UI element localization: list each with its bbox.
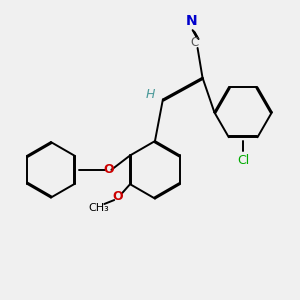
- Text: H: H: [145, 88, 155, 101]
- Text: C: C: [190, 35, 199, 49]
- Text: Cl: Cl: [237, 154, 249, 167]
- Text: N: N: [186, 14, 197, 28]
- Text: CH₃: CH₃: [88, 203, 109, 213]
- Text: O: O: [103, 163, 114, 176]
- Text: O: O: [113, 190, 124, 202]
